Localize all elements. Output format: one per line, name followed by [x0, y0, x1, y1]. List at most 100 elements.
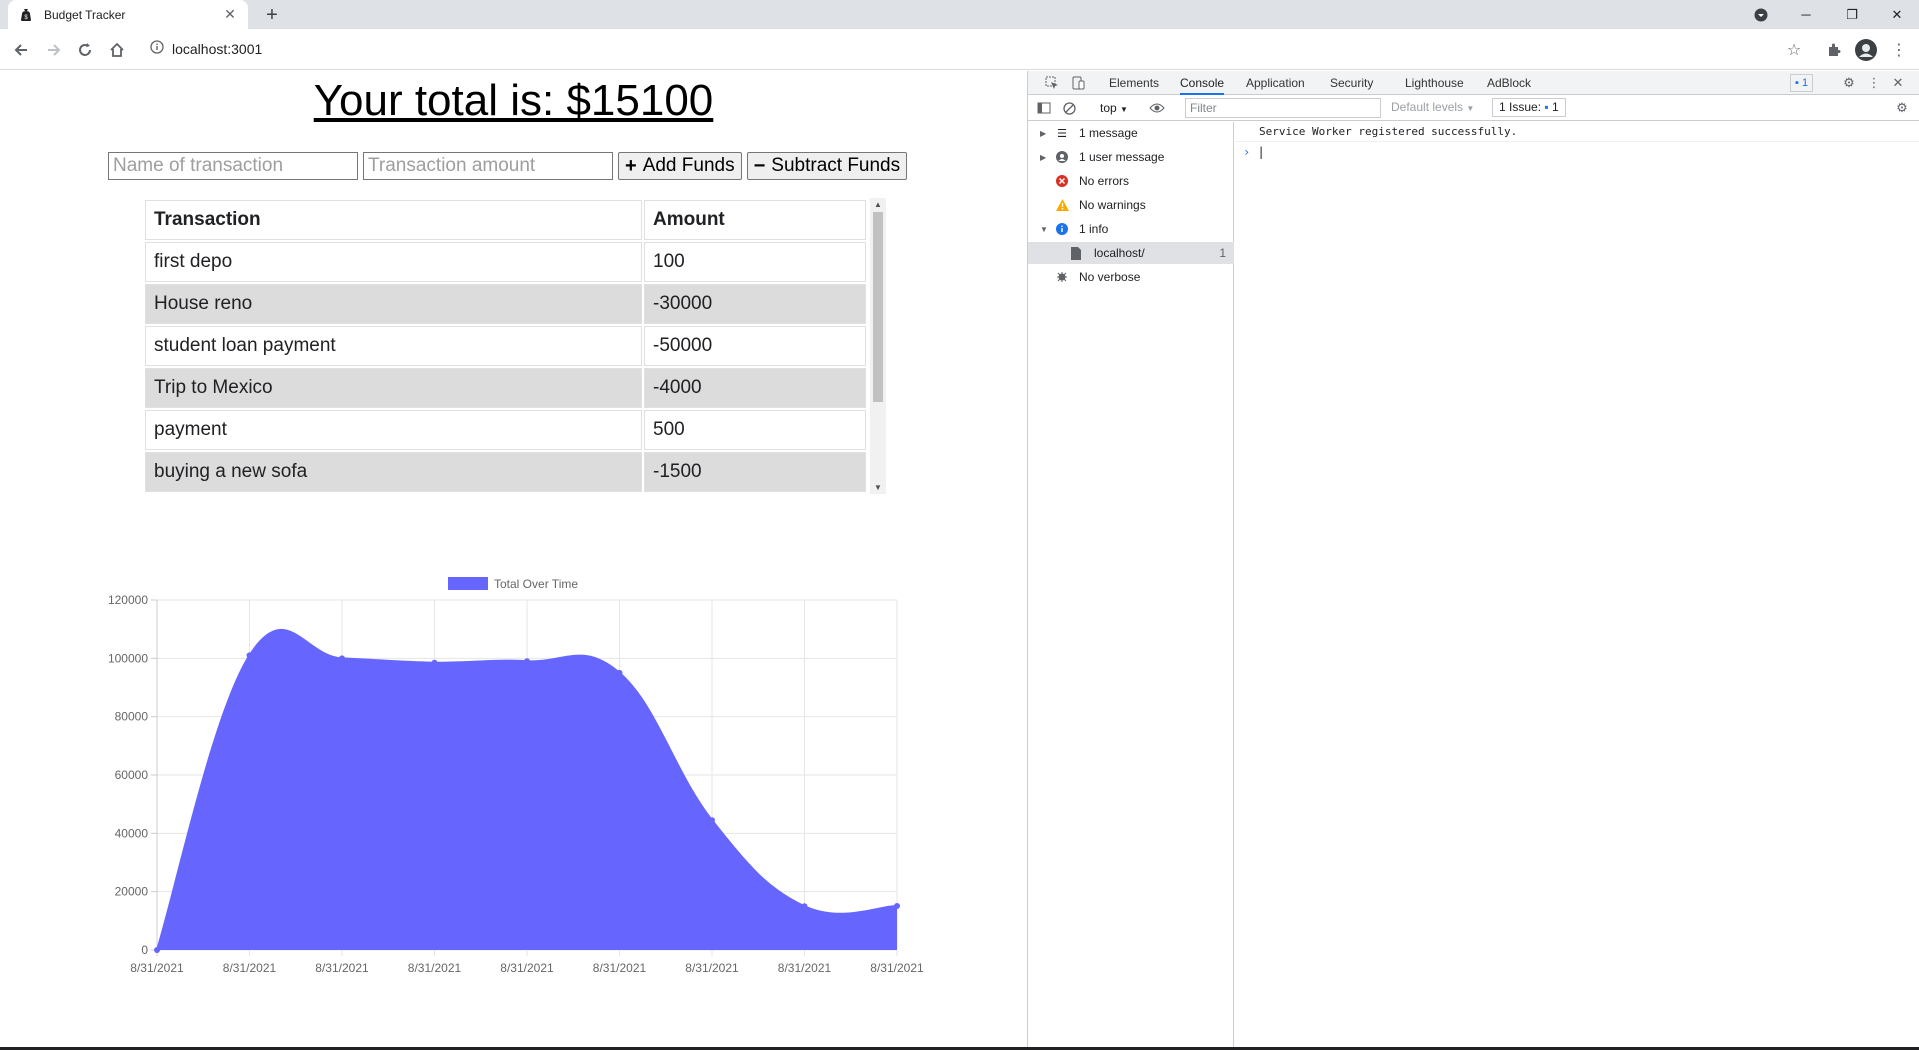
svg-text:$: $ — [24, 15, 28, 21]
inspect-element-icon[interactable] — [1044, 75, 1060, 91]
home-icon[interactable] — [104, 37, 130, 63]
minimize-button[interactable]: ─ — [1801, 7, 1811, 22]
extensions-icon[interactable] — [1821, 37, 1847, 63]
eye-icon[interactable] — [1149, 100, 1165, 116]
y-tick-label: 100000 — [108, 651, 148, 665]
x-tick-label: 8/31/2021 — [500, 961, 554, 975]
sidebar-label: 1 message — [1079, 126, 1138, 140]
x-tick-label: 8/31/2021 — [315, 961, 369, 975]
warning-icon — [1055, 198, 1069, 212]
device-toolbar-icon[interactable] — [1070, 75, 1086, 91]
collapse-arrow-icon[interactable]: ▼ — [1040, 224, 1048, 234]
close-window-button[interactable]: ✕ — [1891, 6, 1903, 22]
dropdown-arrow-icon: ▼ — [1466, 104, 1475, 113]
list-icon: ☰ — [1057, 127, 1067, 140]
settings-gear-icon[interactable]: ⚙ — [1843, 75, 1855, 90]
sidebar-item-info[interactable]: ▼ 1 info — [1028, 218, 1234, 240]
sidebar-toggle-icon[interactable] — [1036, 100, 1052, 116]
y-tick-label: 60000 — [115, 768, 149, 782]
sidebar-item-user-messages[interactable]: ▶ 1 user message — [1028, 146, 1234, 168]
legend-swatch — [448, 577, 488, 590]
tab-lighthouse[interactable]: Lighthouse — [1405, 76, 1464, 90]
context-selector[interactable]: top ▼ — [1100, 101, 1128, 115]
profile-dropdown-icon[interactable] — [1738, 0, 1784, 29]
forward-icon[interactable] — [41, 37, 67, 63]
table-row: payment 500 — [145, 410, 866, 450]
tab-adblock[interactable]: AdBlock — [1487, 76, 1532, 90]
add-funds-label: Add Funds — [642, 155, 735, 176]
clear-console-icon[interactable] — [1061, 100, 1077, 116]
tab-console[interactable]: Console — [1180, 71, 1225, 95]
address-bar[interactable]: localhost:3001 — [140, 34, 1780, 64]
scrollbar-thumb[interactable] — [873, 212, 883, 402]
data-point — [894, 902, 900, 909]
profile-avatar-icon[interactable] — [1853, 37, 1879, 63]
message-icon: ▪ — [1795, 77, 1799, 89]
transaction-name: Trip to Mexico — [145, 368, 642, 408]
info-icon[interactable] — [150, 39, 164, 59]
tab-security[interactable]: Security — [1330, 76, 1374, 90]
transaction-amount: 500 — [644, 410, 866, 450]
transactions-table: Transaction Amount first depo 100 House r… — [143, 198, 868, 494]
plus-icon: + — [625, 154, 637, 177]
subtract-funds-button[interactable]: − Subtract Funds — [746, 152, 908, 180]
console-filter-input[interactable]: Filter — [1185, 98, 1381, 118]
console-prompt[interactable]: › | — [1243, 145, 1265, 159]
transactions-table-container[interactable]: Transaction Amount first depo 100 House r… — [143, 198, 886, 494]
devtools-menu-icon[interactable]: ⋮ — [1867, 75, 1881, 90]
sidebar-item-localhost[interactable]: localhost/ 1 — [1028, 242, 1234, 264]
data-point — [339, 655, 345, 662]
tab-strip: $ Budget Tracker ✕ + ─ ❐ ✕ — [0, 0, 1919, 29]
tab-elements[interactable]: Elements — [1109, 76, 1160, 90]
data-point — [246, 652, 253, 659]
expand-arrow-icon[interactable]: ▶ — [1040, 152, 1047, 162]
transaction-form: + Add Funds − Subtract Funds — [108, 152, 912, 180]
url-text: localhost:3001 — [172, 41, 263, 57]
data-point — [431, 659, 438, 666]
issues-label: 1 Issue: — [1499, 100, 1542, 114]
log-levels-dropdown[interactable]: Default levels ▼ — [1391, 100, 1474, 114]
tab-application[interactable]: Application — [1246, 76, 1305, 90]
x-tick-label: 8/31/2021 — [593, 961, 647, 975]
info-icon — [1055, 222, 1069, 236]
restore-button[interactable]: ❐ — [1846, 6, 1858, 22]
add-funds-button[interactable]: + Add Funds — [618, 152, 742, 180]
table-scrollbar[interactable]: ▲ ▼ — [870, 198, 886, 494]
browser-tab[interactable]: $ Budget Tracker ✕ — [8, 0, 248, 29]
console-sidebar: ▶ ☰ 1 message ▶ 1 user message No errors… — [1028, 122, 1234, 1050]
tab-title: Budget Tracker — [44, 7, 126, 22]
issues-counter[interactable]: 1 Issue: ▪ 1 — [1492, 98, 1566, 117]
back-icon[interactable] — [8, 37, 34, 63]
transaction-amount: -1500 — [644, 452, 866, 492]
messages-badge[interactable]: ▪ 1 — [1790, 74, 1814, 92]
transaction-name-input[interactable] — [108, 152, 358, 180]
bookmark-star-icon[interactable]: ☆ — [1786, 42, 1802, 59]
close-tab-icon[interactable]: ✕ — [224, 6, 236, 22]
sidebar-item-verbose[interactable]: No verbose — [1028, 266, 1234, 288]
transaction-amount: 100 — [644, 242, 866, 282]
sidebar-item-warnings[interactable]: No warnings — [1028, 194, 1234, 216]
reload-icon[interactable] — [72, 37, 98, 63]
table-row: buying a new sofa -1500 — [145, 452, 866, 492]
sidebar-label: No errors — [1079, 174, 1130, 188]
new-tab-button[interactable]: + — [266, 3, 278, 26]
devtools-panel: Elements Console Application Security Li… — [1027, 71, 1919, 1050]
header-transaction: Transaction — [145, 200, 642, 240]
money-bag-icon: $ — [18, 7, 34, 23]
sidebar-item-messages[interactable]: ▶ ☰ 1 message — [1028, 122, 1234, 144]
menu-kebab-icon[interactable]: ⋮ — [1891, 42, 1907, 59]
transaction-amount-input[interactable] — [363, 152, 613, 180]
console-settings-gear-icon[interactable]: ⚙ — [1896, 100, 1908, 115]
scroll-down-arrow-icon[interactable]: ▼ — [874, 483, 882, 492]
close-devtools-icon[interactable]: ✕ — [1892, 75, 1904, 90]
prompt-chevron-icon: › — [1243, 145, 1251, 159]
sidebar-item-errors[interactable]: No errors — [1028, 170, 1234, 192]
table-row: student loan payment -50000 — [145, 326, 866, 366]
x-tick-label: 8/31/2021 — [778, 961, 832, 975]
header-amount: Amount — [644, 200, 866, 240]
x-tick-label: 8/31/2021 — [408, 961, 462, 975]
context-label: top — [1100, 101, 1117, 115]
expand-arrow-icon[interactable]: ▶ — [1040, 128, 1047, 138]
scroll-up-arrow-icon[interactable]: ▲ — [874, 200, 882, 209]
sidebar-label: No warnings — [1079, 198, 1146, 212]
